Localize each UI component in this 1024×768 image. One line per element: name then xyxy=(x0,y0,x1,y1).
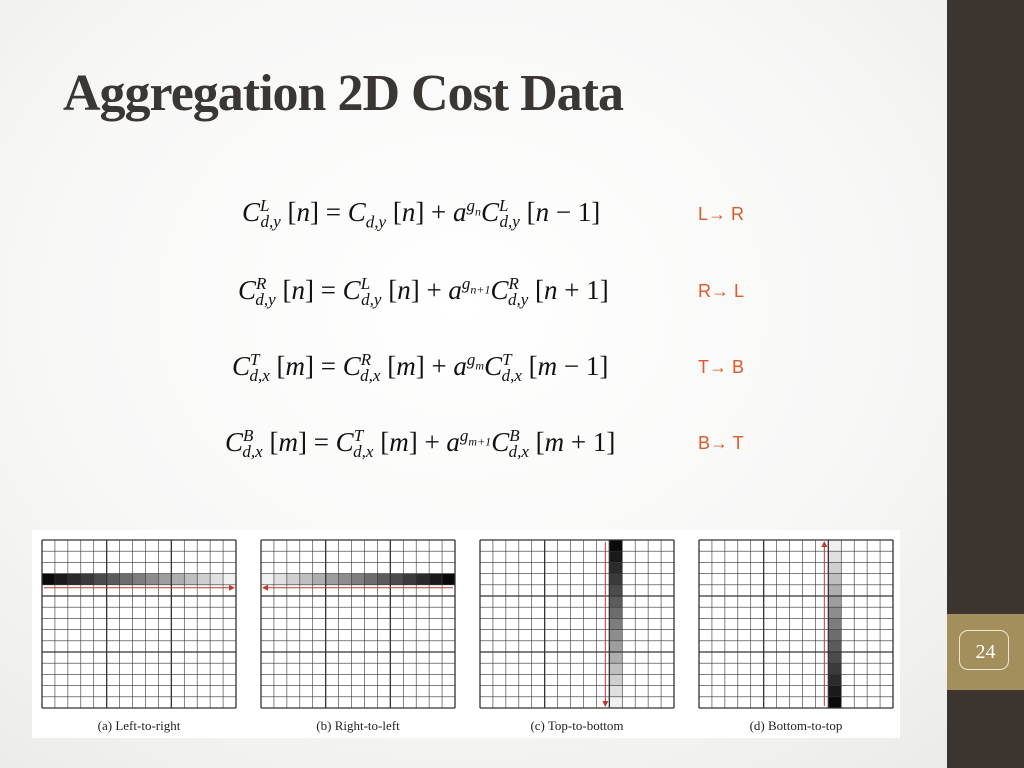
grid-left-to-right xyxy=(41,539,237,709)
cost-cell xyxy=(828,584,842,596)
equation-4: CBd,x [m] = CTd,x [m] + agm+1CBd,x [m + … xyxy=(225,426,616,462)
cost-cell xyxy=(828,629,842,641)
cost-cell xyxy=(828,640,842,652)
cost-cell xyxy=(210,573,224,585)
cost-cell xyxy=(119,573,133,585)
cost-cell xyxy=(609,640,623,652)
cost-cell xyxy=(171,573,185,585)
cost-cell xyxy=(261,573,274,585)
cost-cell xyxy=(42,573,55,585)
cost-cell xyxy=(325,573,339,585)
cost-cell xyxy=(403,573,417,585)
direction-label-3: T→ B xyxy=(698,357,745,377)
cost-cell xyxy=(828,674,842,686)
cost-cell xyxy=(609,607,623,619)
equation-2: CRd,y [n] = CLd,y [n] + agn+1CRd,y [n + … xyxy=(238,274,609,310)
aggregation-figures: (a) Left-to-right (b) Right-to-left (c) … xyxy=(32,530,900,738)
cost-cell xyxy=(828,685,842,697)
cost-cell xyxy=(828,696,842,708)
cost-cell xyxy=(828,596,842,608)
grid-top-to-bottom xyxy=(479,539,675,709)
slide-title: Aggregation 2D Cost Data xyxy=(63,65,624,122)
cost-cell xyxy=(273,573,287,585)
cost-cell xyxy=(106,573,120,585)
cost-cell xyxy=(429,573,443,585)
cost-cell xyxy=(609,663,623,675)
figure-left-to-right: (a) Left-to-right xyxy=(40,538,238,738)
cost-cell xyxy=(390,573,404,585)
caption-right-to-left: (b) Right-to-left xyxy=(316,718,400,733)
cost-cell xyxy=(416,573,430,585)
cost-cell xyxy=(312,573,326,585)
caption-top-to-bottom: (c) Top-to-bottom xyxy=(530,718,624,733)
page-number-frame xyxy=(959,630,1009,670)
cost-cell xyxy=(80,573,94,585)
cost-cell xyxy=(828,663,842,675)
direction-label-1: L→ R xyxy=(698,204,745,224)
figure-top-to-bottom: (c) Top-to-bottom xyxy=(478,538,676,738)
equation-3: CTd,x [m] = CRd,x [m] + agmCTd,x [m − 1] xyxy=(232,350,609,386)
cost-cell xyxy=(828,573,842,585)
cost-cell xyxy=(609,596,623,608)
cost-cell xyxy=(286,573,300,585)
cost-cell xyxy=(54,573,68,585)
cost-cell xyxy=(351,573,365,585)
cost-cell xyxy=(158,573,172,585)
figure-right-to-left: (b) Right-to-left xyxy=(259,538,457,738)
cost-cell xyxy=(93,573,107,585)
cost-cell xyxy=(609,696,623,708)
page-number: 24 xyxy=(975,641,996,663)
cost-cell xyxy=(828,562,842,574)
cost-cell xyxy=(609,573,623,585)
cost-cell xyxy=(828,551,842,563)
cost-cell xyxy=(67,573,81,585)
cost-cell xyxy=(828,652,842,664)
cost-cell xyxy=(197,573,211,585)
cost-cell xyxy=(609,562,623,574)
cost-cell xyxy=(609,618,623,630)
cost-cell xyxy=(145,573,159,585)
cost-cell xyxy=(377,573,391,585)
direction-label-2: R→ L xyxy=(698,281,745,301)
cost-cell xyxy=(223,573,236,585)
cost-cell xyxy=(609,540,623,552)
cost-cell xyxy=(828,540,842,552)
figure-bottom-to-top: (d) Bottom-to-top xyxy=(697,538,895,738)
cost-cell xyxy=(338,573,352,585)
cost-cell xyxy=(299,573,313,585)
direction-label-4: B→ T xyxy=(698,433,744,453)
equation-1: CLd,y [n] = Cd,y [n] + agnCLd,y [n − 1] xyxy=(242,196,601,232)
cost-cell xyxy=(609,629,623,641)
cost-cell xyxy=(828,607,842,619)
cost-cell xyxy=(132,573,146,585)
cost-cell xyxy=(442,573,455,585)
cost-cell xyxy=(609,551,623,563)
cost-cell xyxy=(184,573,198,585)
cost-cell xyxy=(828,618,842,630)
cost-cell xyxy=(364,573,378,585)
page-number-badge: 24 xyxy=(947,614,1024,690)
cost-cell xyxy=(609,674,623,686)
grid-bottom-to-top xyxy=(698,539,894,709)
caption-bottom-to-top: (d) Bottom-to-top xyxy=(749,718,843,733)
caption-left-to-right: (a) Left-to-right xyxy=(97,718,181,733)
grid-right-to-left xyxy=(260,539,456,709)
cost-cell xyxy=(609,584,623,596)
cost-cell xyxy=(609,685,623,697)
cost-cell xyxy=(609,652,623,664)
